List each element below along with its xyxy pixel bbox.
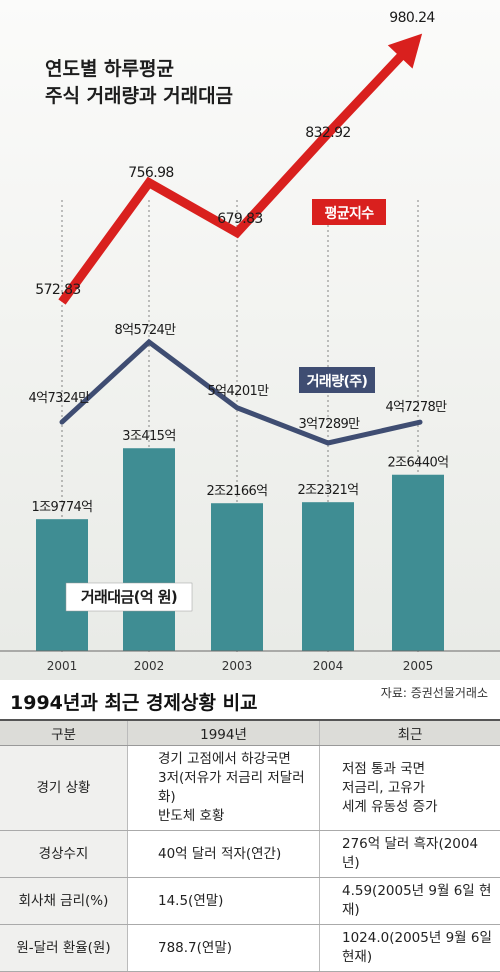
bar-label-2002: 3조415억	[122, 429, 175, 444]
cell-line: 세계 유동성 증가	[342, 798, 494, 817]
cell-line: 반도체 호황	[158, 807, 313, 826]
cell-recent: 1024.0(2005년 9월 6일 현재)	[320, 925, 500, 972]
bar-2005	[392, 475, 444, 651]
index-label-2004: 832.92	[305, 125, 350, 141]
header-recent: 최근	[320, 720, 500, 746]
volume-label-2004: 3억7289만	[298, 417, 360, 432]
cell-recent: 저점 통과 국면 저금리, 고유가 세계 유동성 증가	[320, 746, 500, 831]
header-category: 구분	[0, 720, 128, 746]
table-row: 원-달러 환율(원) 788.7(연말) 1024.0(2005년 9월 6일 …	[0, 925, 500, 972]
chart-title-line2: 주식 거래량과 거래대금	[45, 83, 233, 110]
bar-label-2005: 2조6440억	[387, 456, 448, 471]
row-label: 경기 상황	[0, 746, 128, 831]
bar-label-2003: 2조2166억	[206, 484, 267, 499]
x-tick-2003: 2003	[222, 659, 253, 673]
cell-line: 저점 통과 국면	[342, 760, 494, 779]
table-header-row: 구분 1994년 최근	[0, 720, 500, 746]
cell-1994: 14.5(연말)	[128, 878, 320, 925]
volume-label-2001: 4억7324만	[28, 391, 90, 406]
x-tick-2001: 2001	[47, 659, 78, 673]
volume-legend-label: 거래량(주)	[307, 374, 368, 390]
index-legend-label: 평균지수	[324, 205, 374, 222]
cell-line: 저금리, 고유가	[342, 779, 494, 798]
index-label-2002: 756.98	[128, 165, 173, 181]
bar-2004	[302, 502, 354, 651]
table-row: 회사채 금리(%) 14.5(연말) 4.59(2005년 9월 6일 현재)	[0, 878, 500, 925]
chart-title: 연도별 하루평균 주식 거래량과 거래대금	[45, 56, 233, 110]
cell-1994: 경기 고점에서 하강국면 3저(저유가 저금리 저달러화) 반도체 호황	[128, 746, 320, 831]
volume-label-2005: 4억7278만	[385, 400, 447, 415]
cell-1994: 788.7(연말)	[128, 925, 320, 972]
cell-line: 3저(저유가 저금리 저달러화)	[158, 769, 313, 807]
bar-legend-label: 거래대금(억 원)	[81, 588, 177, 606]
index-label-2001: 572.83	[35, 282, 80, 298]
volume-label-2002: 8억5724만	[114, 323, 176, 338]
cell-recent: 276억 달러 흑자(2004년)	[320, 831, 500, 878]
x-tick-2004: 2004	[313, 659, 344, 673]
chart-title-line1: 연도별 하루평균	[45, 56, 233, 83]
cell-recent: 4.59(2005년 9월 6일 현재)	[320, 878, 500, 925]
cell-line: 경기 고점에서 하강국면	[158, 750, 313, 769]
bar-2002	[123, 448, 175, 651]
bar-2003	[211, 503, 263, 651]
table-row: 경상수지 40억 달러 적자(연간) 276억 달러 흑자(2004년)	[0, 831, 500, 878]
header-1994: 1994년	[128, 720, 320, 746]
volume-label-2003: 5억4201만	[207, 384, 269, 399]
comparison-table: 구분 1994년 최근 경기 상황 경기 고점에서 하강국면 3저(저유가 저금…	[0, 719, 500, 972]
bar-label-2004: 2조2321억	[297, 483, 358, 498]
bar-label-2001: 1조9774억	[31, 500, 92, 515]
cell-1994: 40억 달러 적자(연간)	[128, 831, 320, 878]
source-note: 자료: 증권선물거래소	[381, 684, 488, 701]
row-label: 회사채 금리(%)	[0, 878, 128, 925]
x-tick-2002: 2002	[134, 659, 165, 673]
row-label: 원-달러 환율(원)	[0, 925, 128, 972]
index-label-2005: 980.24	[389, 10, 435, 26]
x-tick-2005: 2005	[403, 659, 434, 673]
table-row: 경기 상황 경기 고점에서 하강국면 3저(저유가 저금리 저달러화) 반도체 …	[0, 746, 500, 831]
index-label-2003: 679.83	[217, 211, 262, 227]
row-label: 경상수지	[0, 831, 128, 878]
table-title: 1994년과 최근 경제상황 비교	[10, 688, 258, 715]
